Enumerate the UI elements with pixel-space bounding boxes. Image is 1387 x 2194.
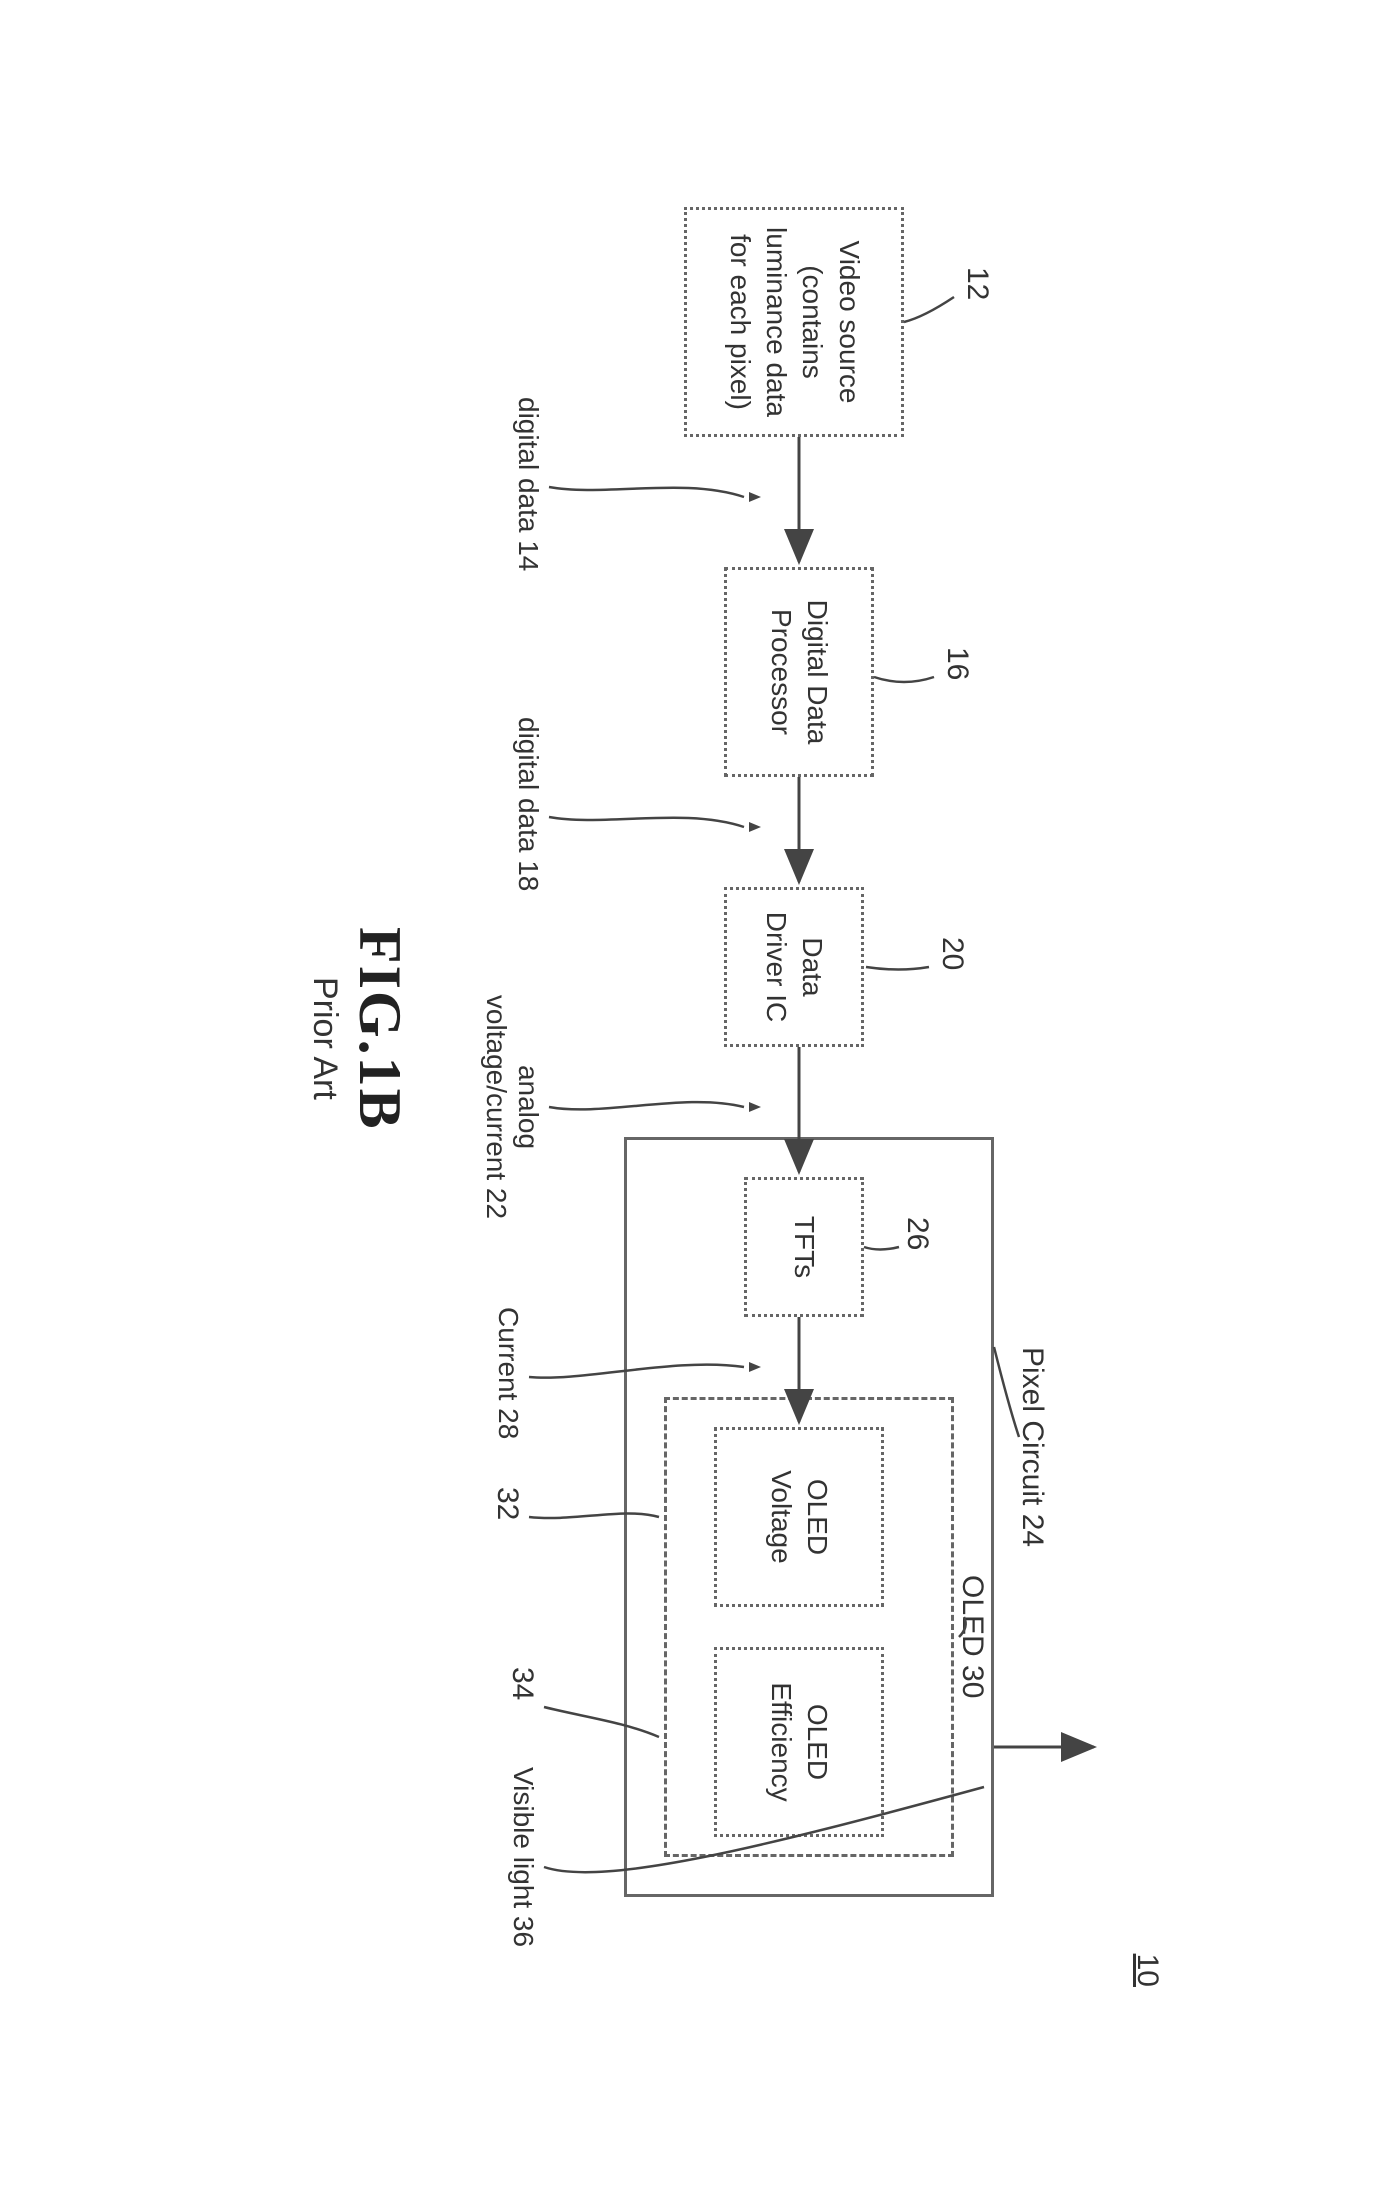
arrow-label-22: analogvoltage/current 22	[480, 977, 544, 1237]
block-digital-processor: Digital DataProcessor	[724, 567, 874, 777]
block-oled-efficiency-text: OLEDEfficiency	[762, 1682, 835, 1801]
ref-12: 12	[960, 267, 994, 300]
figure-ref-number: 10	[1130, 1954, 1164, 1987]
block-data-driver-text: DataDriver IC	[757, 912, 830, 1022]
arrow-label-28: Current 28	[492, 1307, 524, 1439]
ref-26: 26	[900, 1217, 934, 1250]
figure-subtitle: Prior Art	[305, 977, 344, 1100]
arrow-label-14: digital data 14	[512, 397, 544, 571]
block-oled-voltage: OLEDVoltage	[714, 1427, 884, 1607]
arrow-label-36: Visible light 36	[507, 1767, 539, 1947]
ref-32: 32	[490, 1487, 524, 1520]
block-tfts-text: TFTs	[785, 1216, 821, 1278]
figure-title: FIG.1B	[345, 927, 414, 1131]
block-oled-voltage-text: OLEDVoltage	[762, 1470, 835, 1563]
ref-oled-30: OLED 30	[955, 1567, 989, 1706]
block-video-source: Video source(containsluminance datafor e…	[684, 207, 904, 437]
block-oled-efficiency: OLEDEfficiency	[714, 1647, 884, 1837]
ref-34: 34	[505, 1667, 539, 1700]
block-digital-processor-text: Digital DataProcessor	[762, 600, 835, 745]
ref-20: 20	[935, 937, 969, 970]
arrow-label-18: digital data 18	[512, 717, 544, 891]
block-data-driver: DataDriver IC	[724, 887, 864, 1047]
ref-16: 16	[940, 647, 974, 680]
block-video-source-text: Video source(containsluminance datafor e…	[721, 227, 867, 417]
block-tfts: TFTs	[744, 1177, 864, 1317]
ref-pixel-circuit: Pixel Circuit 24	[1015, 1347, 1049, 1547]
diagram-root: 10 Video source(containsluminance datafo…	[144, 147, 1244, 2047]
